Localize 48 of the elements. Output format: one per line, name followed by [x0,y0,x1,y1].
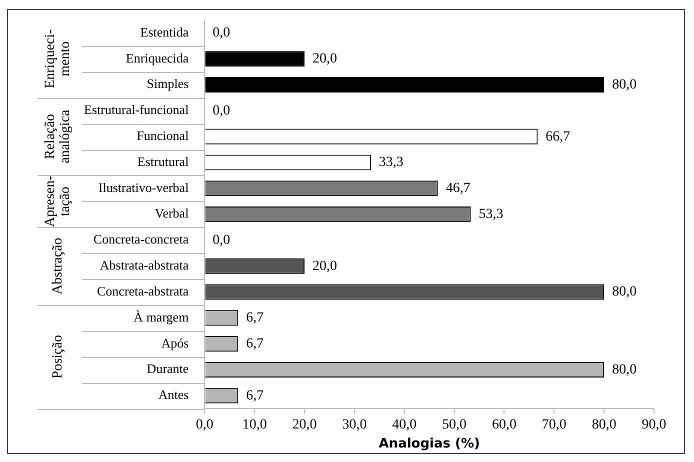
data-label: 46,7 [446,181,470,196]
bar [205,76,604,93]
y-tick-label: Simples [146,76,189,92]
x-tick-label: 20,0 [292,418,317,433]
text: Relação analógica [43,108,74,164]
data-label: 0,0 [212,232,230,248]
bar [205,51,305,67]
x-tick-label: 70,0 [542,418,566,433]
y-tick-label: Durante [146,361,189,376]
x-tick-label: 0,0 [196,418,214,433]
text: Enriqueci- mento [43,28,74,88]
data-label: 6,7 [246,310,264,326]
x-tick-label: 90,0 [642,418,666,433]
y-tick-label: Concreta-abstrata [97,283,189,298]
y-tick-label: Funcional [136,128,190,143]
x-tick-label: 80,0 [592,418,616,433]
y-tick-label: Estentida [140,24,189,40]
text: Posição [50,335,66,379]
data-label: 80,0 [612,284,637,300]
data-label: 20,0 [312,52,338,67]
y-tick-label: Abstrata-abstrata [100,258,189,273]
data-label: 80,0 [612,362,637,378]
x-tick-label: 40,0 [392,418,417,433]
data-label: 0,0 [212,103,230,118]
text: Abstração [50,238,66,294]
data-label: 53,3 [478,206,504,222]
data-label: 80,0 [612,77,637,92]
x-tick-label: 10,0 [242,418,267,433]
data-label: 66,7 [546,129,570,144]
y-tick-label: Estrutural-funcional [84,102,190,118]
y-tick-label: À margem [134,309,189,324]
data-label: 20,0 [312,258,338,274]
y-tick-label: Verbal [154,206,190,221]
text: Apresen- tação [43,175,74,228]
data-label: 6,7 [246,388,264,404]
data-label: 0,0 [212,26,230,41]
data-label: 33,3 [378,155,404,170]
y-tick-label: Antes [158,387,189,402]
y-tick-label: Após [161,335,189,350]
x-tick-label: 50,0 [442,418,467,433]
x-tick-label: 60,0 [492,418,516,433]
y-tick-label: Enriquecida [126,50,189,66]
x-axis-title: Analogias (%) [378,436,480,452]
y-tick-label: Concreta-concreta [93,232,189,247]
y-tick-label: Ilustrativo-verbal [98,180,190,195]
data-label: 6,7 [246,336,264,352]
y-tick-label: Estrutural [137,154,190,169]
x-tick-label: 30,0 [342,418,367,433]
